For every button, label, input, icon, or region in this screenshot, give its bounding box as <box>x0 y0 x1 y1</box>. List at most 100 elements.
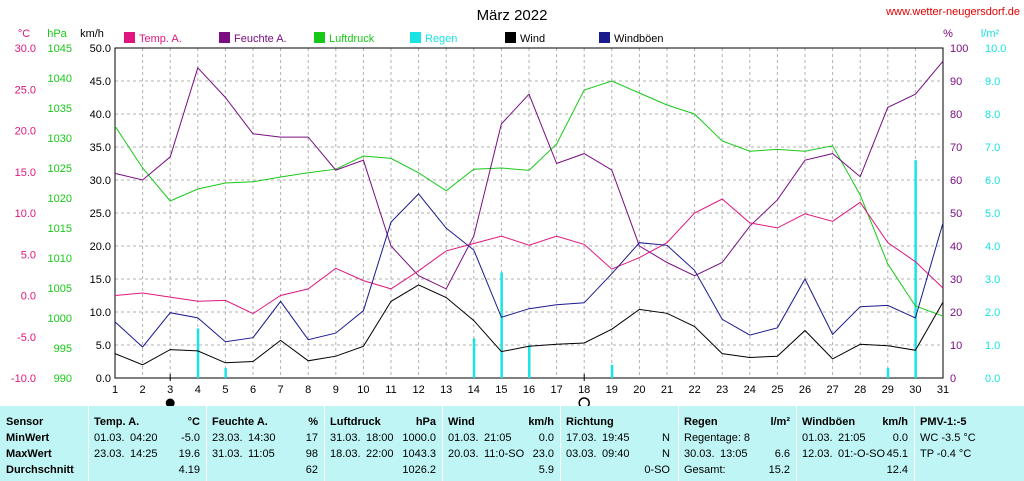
gust-section-title: Windböen <box>802 416 856 428</box>
x-tick-label: 31 <box>937 384 949 396</box>
direction-max-date: 03.03. <box>566 448 597 460</box>
humidity-max-value: 98 <box>305 448 318 460</box>
rain-tick-label: 8.0 <box>985 109 1000 121</box>
rain-section-unit: l/m² <box>770 416 790 428</box>
humidity-tick-label: 50 <box>950 208 962 220</box>
rain-bar <box>528 345 531 378</box>
x-tick-label: 9 <box>333 384 339 396</box>
temp-section-title: Temp. A. <box>94 416 140 428</box>
x-tick-label: 18 <box>578 384 590 396</box>
pressure-tick-label: 1030 <box>48 133 72 145</box>
pressure-tick-label: 995 <box>54 343 72 355</box>
gust-min-value: 0.0 <box>892 432 908 444</box>
x-tick-label: 30 <box>909 384 921 396</box>
pressure-tick-label: 990 <box>54 373 72 385</box>
pressure-line <box>114 80 944 317</box>
pmv-dewpoint: TP -0.4 °C <box>920 448 972 460</box>
humidity-section-unit: % <box>308 416 318 428</box>
x-tick-label: 13 <box>440 384 452 396</box>
legend-swatch <box>219 32 230 43</box>
pressure-axis-label: hPa <box>47 28 67 40</box>
pressure-tick-label: 1035 <box>48 103 72 115</box>
gust-line <box>114 193 944 348</box>
x-tick-label: 7 <box>278 384 284 396</box>
direction-max-value: N <box>662 448 670 460</box>
rain-bar <box>472 338 476 378</box>
temp-tick-label: 30.0 <box>15 43 36 55</box>
wind-tick-label: 20.0 <box>90 241 111 253</box>
chart-grid <box>115 48 943 378</box>
wind-line <box>114 284 944 366</box>
temp-tick-label: -5.0 <box>17 332 36 344</box>
legend-swatch <box>599 32 610 43</box>
chart-title: März 2022 <box>477 7 548 24</box>
legend-swatch <box>314 32 325 43</box>
legend-label: Feuchte A. <box>234 33 287 45</box>
pressure-tick-label: 1025 <box>48 163 72 175</box>
rain-tick-label: 7.0 <box>985 142 1000 154</box>
rain-days: Regentage: 8 <box>684 432 751 444</box>
humidity-tick-label: 30 <box>950 274 962 286</box>
temp-min-date: 01.03. <box>94 432 125 444</box>
x-tick-label: 10 <box>357 384 369 396</box>
x-tick-label: 8 <box>305 384 311 396</box>
rain-bar <box>196 328 200 378</box>
humidity-axis-label: % <box>943 28 953 40</box>
pressure-section-title: Luftdruck <box>330 416 381 428</box>
humidity-min-date: 23.03. <box>212 432 243 444</box>
temp-avg-value: 4.19 <box>178 464 200 476</box>
wind-max-value: 23.0 <box>532 448 554 460</box>
humidity-tick-label: 10 <box>950 340 962 352</box>
pmv-section-title: PMV-1:-5 <box>920 416 967 428</box>
rain-section-title: Regen <box>684 416 718 428</box>
direction-min-date: 17.03. <box>566 432 597 444</box>
wind-min-value: 0.0 <box>538 432 554 444</box>
x-tick-label: 6 <box>250 384 256 396</box>
legend-label: Temp. A. <box>139 33 182 45</box>
temp-tick-label: 15.0 <box>15 167 36 179</box>
rain-tick-label: 4.0 <box>985 241 1000 253</box>
wind-min-time: 21:05 <box>484 432 512 444</box>
temp-line <box>114 198 944 315</box>
gust-section-unit: km/h <box>882 416 908 428</box>
direction-avg-value: 0-SO <box>644 464 670 476</box>
moon-phases <box>165 374 590 406</box>
row-header-sensor: Sensor <box>6 416 44 428</box>
legend: Temp. A. Feuchte A. Luftdruck Regen Wind Wind… <box>124 32 664 45</box>
humidity-tick-label: 60 <box>950 175 962 187</box>
rain-tick-label: 3.0 <box>985 274 1000 286</box>
rain-bar <box>914 160 917 378</box>
humidity-section-title: Feuchte A. <box>212 416 268 428</box>
humidity-min-value: 17 <box>305 432 318 444</box>
x-tick-label: 2 <box>140 384 146 396</box>
humidity-tick-label: 70 <box>950 142 962 154</box>
new-moon-icon <box>165 398 175 406</box>
humidity-min-time: 14:30 <box>248 432 276 444</box>
pressure-max-time: 22:00 <box>366 448 394 460</box>
direction-min-value: N <box>662 432 670 444</box>
gust-min-time: 21:05 <box>838 432 866 444</box>
x-tick-label: 29 <box>882 384 894 396</box>
humidity-avg-value: 62 <box>305 464 318 476</box>
pressure-min-time: 18:00 <box>366 432 394 444</box>
temp-min-value: -5.0 <box>181 432 200 444</box>
wind-tick-label: 40.0 <box>90 109 111 121</box>
x-tick-label: 14 <box>468 384 480 396</box>
temp-tick-label: 25.0 <box>15 84 36 96</box>
humidity-max-time: 11:05 <box>248 448 275 460</box>
pressure-tick-label: 1010 <box>48 253 72 265</box>
temp-tick-label: 0.0 <box>21 291 36 303</box>
wind-max-date: 20.03. <box>448 448 479 460</box>
pressure-tick-label: 1040 <box>48 73 72 85</box>
x-tick-label: 27 <box>826 384 838 396</box>
pressure-tick-label: 1005 <box>48 283 72 295</box>
wind-min-date: 01.03. <box>448 432 479 444</box>
chart-axes: 1 2 3 4 5 6 7 8 9 10 11 12 13 14 15 16 17 18 19 20 21 22 23 24 2… <box>11 43 1007 396</box>
rain-bar <box>886 368 890 378</box>
wind-avg-value: 5.9 <box>538 464 554 476</box>
temp-tick-label: 5.0 <box>21 249 36 261</box>
humidity-tick-label: 20 <box>950 307 962 319</box>
rain-tick-label: 5.0 <box>985 208 1000 220</box>
x-tick-label: 21 <box>661 384 673 396</box>
pressure-max-value: 1043.3 <box>402 448 436 460</box>
